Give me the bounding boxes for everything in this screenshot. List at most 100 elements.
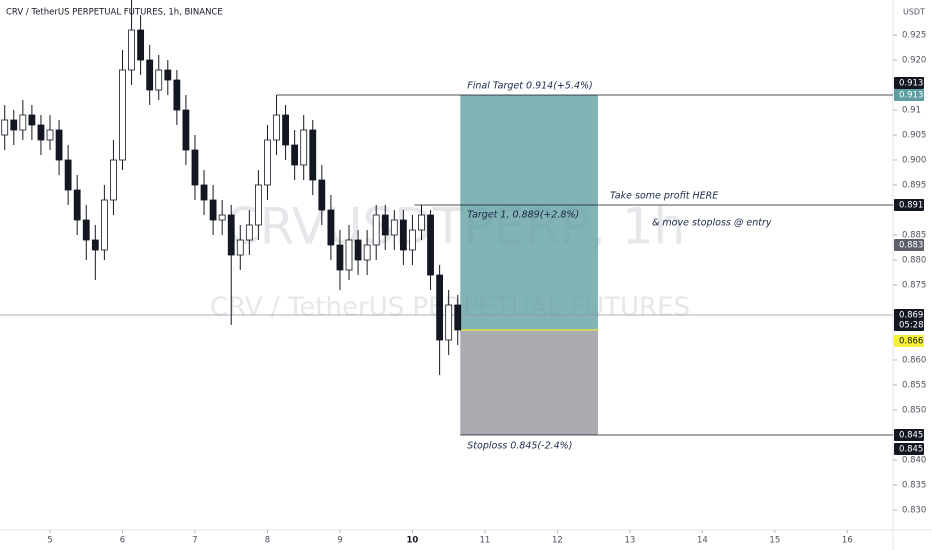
x-tick-label: 9 <box>337 536 342 546</box>
candle-body <box>327 209 335 246</box>
price-badge-label: 0.845 <box>899 431 923 441</box>
x-tick-label: 13 <box>624 536 635 546</box>
x-tick-label: 15 <box>769 536 780 546</box>
candle-body <box>390 219 398 236</box>
candle-body <box>309 129 317 181</box>
candle-body <box>427 214 434 276</box>
candle-body <box>418 214 425 231</box>
candle-body <box>300 129 308 166</box>
candle-body <box>164 69 172 81</box>
price-badge <box>894 89 924 101</box>
y-tick-label: 0.875 <box>902 281 926 291</box>
price-badge <box>894 443 924 455</box>
candle-body <box>255 184 262 226</box>
x-tick-label: 6 <box>120 536 125 546</box>
level-label: Stoploss 0.845(-2.4%) <box>467 441 572 452</box>
level-label: Final Target 0.914(+5.4%) <box>467 81 592 92</box>
candle-body <box>82 219 90 241</box>
x-tick-label: 11 <box>480 536 491 546</box>
candle-body <box>291 144 299 166</box>
price-badge <box>894 309 924 331</box>
candle-body <box>209 199 217 221</box>
y-tick-label: 0.855 <box>902 381 926 391</box>
y-axis-label: USDT <box>903 8 925 17</box>
price-badge-label: 0.883 <box>899 241 923 251</box>
candle-body <box>445 304 453 341</box>
price-badge-label: 0.866 <box>899 337 923 347</box>
y-tick-label: 0.850 <box>902 406 926 416</box>
candle-body <box>64 159 72 191</box>
chart-title: CRV / TetherUS PERPETUAL FUTURES, 1h, BI… <box>6 8 223 18</box>
y-tick-label: 0.840 <box>902 456 926 466</box>
x-tick-label: 8 <box>265 536 270 546</box>
price-badge <box>894 239 924 251</box>
candle-body <box>381 214 389 236</box>
candle-body <box>173 79 181 111</box>
countdown: 05:28 <box>899 321 924 331</box>
candle-body <box>128 29 135 71</box>
candle-body <box>354 239 362 261</box>
candle-body <box>318 179 326 211</box>
candle-body <box>73 189 81 221</box>
price-badge-label: 0.891 <box>899 201 923 211</box>
candle-body <box>273 114 280 141</box>
level-label: Target 1, 0.889(+2.8%) <box>467 210 579 221</box>
candle-body <box>363 244 371 261</box>
candle-body <box>100 199 108 251</box>
y-tick-label: 0.895 <box>902 181 926 191</box>
candle-body <box>227 214 235 256</box>
price-badge-label: 0.845 <box>899 445 923 455</box>
candle-body <box>264 139 271 186</box>
y-tick-label: 0.905 <box>902 131 926 141</box>
candle-body <box>236 239 244 256</box>
price-badge <box>894 429 924 441</box>
y-tick-label: 0.885 <box>902 231 926 241</box>
y-tick-label: 0.860 <box>902 356 926 366</box>
y-tick-label: 0.835 <box>902 481 926 491</box>
x-tick-label: 10 <box>407 536 419 546</box>
price-badge-label: 0.913 <box>899 91 923 101</box>
candle-body <box>409 229 416 251</box>
x-tick-label: 12 <box>552 536 563 546</box>
annotation: & move stoploss @ entry <box>652 218 772 229</box>
candle-body <box>245 224 253 241</box>
price-badge-label: 0.869 <box>899 311 923 321</box>
watermark: CRVUSDTPERP, 1h <box>225 198 685 256</box>
y-tick-label: 0.925 <box>902 31 926 41</box>
candle-body <box>200 184 208 201</box>
price-badge <box>894 335 924 347</box>
candle-body <box>336 244 344 271</box>
candle-body <box>345 239 353 271</box>
x-tick-label: 16 <box>842 536 853 546</box>
candle-body <box>182 109 190 151</box>
candle-body <box>91 239 99 251</box>
candle-body <box>372 214 380 246</box>
candle-body <box>28 114 36 126</box>
price-badge <box>894 199 924 211</box>
y-tick-label: 0.830 <box>902 506 926 516</box>
candle-body <box>37 124 45 141</box>
y-tick-label: 0.900 <box>902 156 926 166</box>
x-tick-label: 7 <box>192 536 197 546</box>
annotation: Take some profit HERE <box>610 191 718 202</box>
y-tick-label: 0.880 <box>902 256 926 266</box>
profit-zone <box>460 95 598 330</box>
candle-body <box>1 119 9 136</box>
price-badge-label: 0.913 <box>899 79 923 89</box>
x-tick-label: 5 <box>47 536 52 546</box>
candle-body <box>191 149 199 186</box>
candle-body <box>436 274 444 341</box>
candle-body <box>119 69 126 161</box>
candle-body <box>399 219 407 251</box>
x-tick-label: 14 <box>697 536 708 546</box>
candle-body <box>146 59 154 91</box>
y-tick-label: 0.920 <box>902 56 926 66</box>
candle-body <box>55 129 63 161</box>
candle-body <box>110 159 117 201</box>
candle-body <box>137 29 145 61</box>
candle-body <box>218 214 226 221</box>
candle-body <box>454 304 462 331</box>
candle-body <box>46 129 54 141</box>
candle-body <box>10 119 18 131</box>
